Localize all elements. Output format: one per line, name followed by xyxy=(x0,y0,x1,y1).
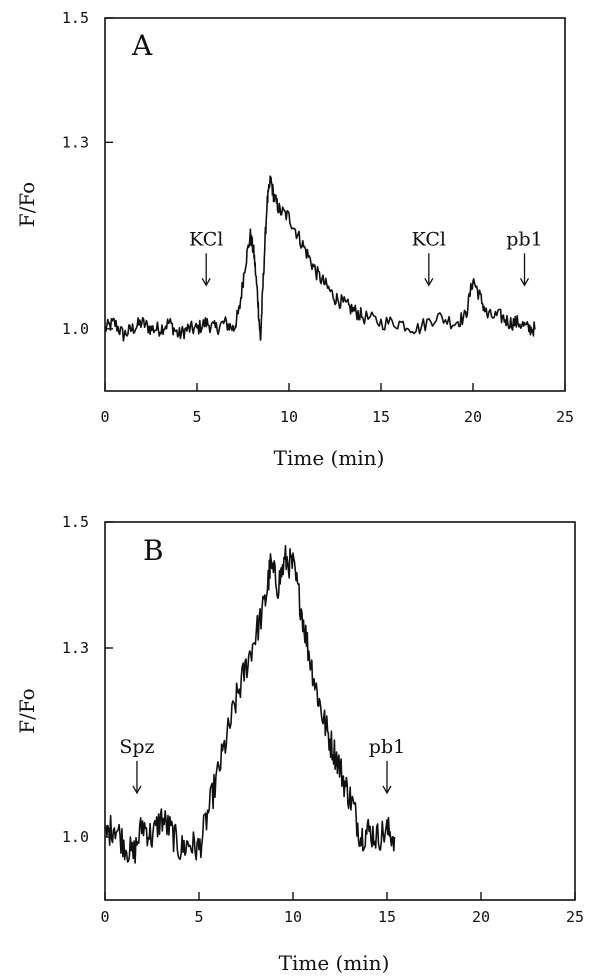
panel-b-y-tick-label: 1.0 xyxy=(62,828,89,846)
panel-a-x-tick-label: 25 xyxy=(556,408,574,426)
panel-b-x-tick-label: 0 xyxy=(100,908,109,926)
panel-a-x-tick-label: 10 xyxy=(280,408,298,426)
panel-a-annotation-label: pb1 xyxy=(506,228,542,250)
panel-b-x-tick-label: 10 xyxy=(284,908,302,926)
panel-a-x-axis-title: Time (min) xyxy=(274,446,385,470)
panel-b-x-axis-title: Time (min) xyxy=(279,951,390,975)
panel-b-x-tick-label: 5 xyxy=(194,908,203,926)
panel-b-x-tick-label: 25 xyxy=(566,908,584,926)
panel-a-annotation-arrow-head xyxy=(201,277,211,287)
panel-b-y-tick-label: 1.5 xyxy=(62,513,89,531)
panel-b-annotation-arrow-head xyxy=(132,785,142,795)
panel-a-annotation-arrow-head xyxy=(519,277,530,287)
panel-b-x-tick-label: 15 xyxy=(378,908,396,926)
panel-a-x-tick-label: 0 xyxy=(100,408,109,426)
panel-b-panel-letter: B xyxy=(143,534,164,567)
panel-b-annotation-arrow-head xyxy=(382,785,392,795)
panel-a-plot-frame xyxy=(104,17,566,392)
panel-a-x-tick-label: 5 xyxy=(192,408,201,426)
panel-a-panel-letter: A xyxy=(131,29,153,62)
panel-b-x-tick-label: 20 xyxy=(472,908,490,926)
panel-a-annotation-label: KCl xyxy=(189,228,223,250)
panel-a-y-axis-title: F/Fo xyxy=(15,182,39,227)
panel-b-annotation-label: Spz xyxy=(119,736,154,758)
panel-a-annotation-label: KCl xyxy=(412,228,446,250)
panel-a-y-tick-label: 1.5 xyxy=(62,9,89,27)
panel-b-annotation-label: pb1 xyxy=(369,736,405,758)
panel-b-plot-frame xyxy=(104,521,576,901)
panel-b-y-axis-title: F/Fo xyxy=(15,688,39,733)
panel-a-y-tick-label: 1.0 xyxy=(62,320,89,338)
panel-a-x-tick-label: 20 xyxy=(464,408,482,426)
panel-a-x-tick-label: 15 xyxy=(372,408,390,426)
panel-b-y-tick-label: 1.3 xyxy=(62,639,89,657)
panel-b-series-line xyxy=(104,544,396,864)
panel-a-annotation-arrow-head xyxy=(424,277,434,287)
panel-a-series-line xyxy=(104,175,536,342)
panel-a-y-tick-label: 1.3 xyxy=(62,133,89,151)
